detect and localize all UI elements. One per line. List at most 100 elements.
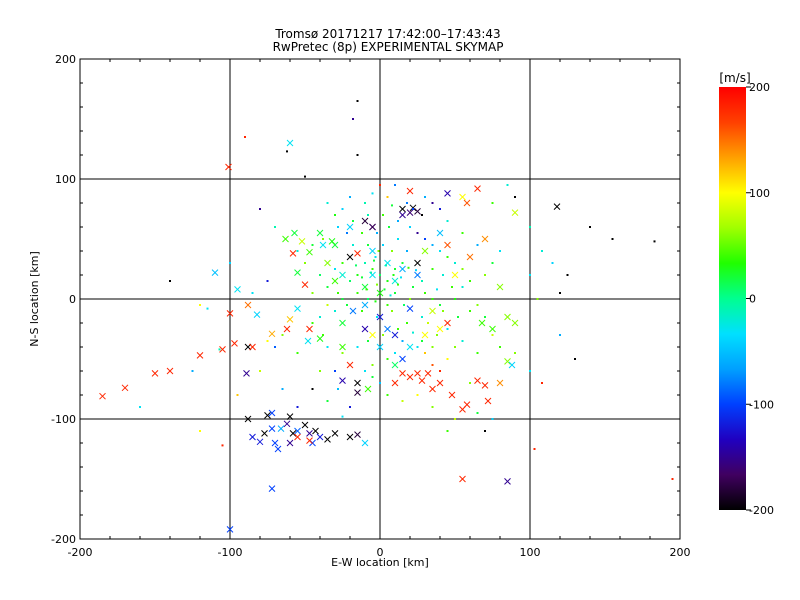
data-point-dot [389, 294, 392, 297]
data-point-x [324, 436, 331, 443]
data-point-dot [406, 250, 408, 252]
data-point-x [268, 425, 276, 432]
x-tick-label: -200 [68, 546, 93, 559]
data-point-dot [491, 202, 494, 204]
data-point-x [376, 289, 384, 297]
data-point-dot [319, 316, 321, 318]
data-point-x [306, 430, 313, 437]
data-point-dot [218, 348, 221, 351]
data-point-dot [355, 264, 357, 267]
data-point-dot [574, 358, 576, 360]
y-tick-label: 0 [69, 293, 76, 306]
data-point-x [289, 430, 297, 437]
data-point-dot [367, 340, 369, 342]
data-point-x [291, 229, 298, 237]
data-point-x [384, 325, 391, 333]
data-point-x [283, 420, 291, 428]
data-point-dot [409, 226, 411, 228]
data-point-dot [421, 214, 423, 216]
data-point-x [277, 425, 285, 432]
data-point-dot [346, 304, 348, 306]
data-point-x [166, 367, 174, 375]
data-point-dot [341, 298, 344, 300]
data-point-dot [373, 259, 375, 262]
data-point-x [444, 319, 451, 327]
data-point-dot [431, 244, 434, 246]
data-point-dot [349, 196, 351, 198]
data-point-dot [281, 388, 284, 390]
data-point-dot [376, 232, 378, 234]
data-point-x [244, 301, 252, 309]
data-point-dot [259, 370, 261, 372]
data-point-dot [311, 388, 314, 390]
data-point-x [474, 185, 481, 192]
data-point-x [226, 526, 234, 533]
data-point-dot [551, 262, 554, 264]
data-point-dot [191, 370, 194, 372]
data-point-dot [403, 304, 405, 306]
data-point-dot [374, 300, 377, 303]
data-point-dot [266, 280, 269, 282]
data-point-dot [326, 202, 329, 204]
data-point-dot [169, 280, 171, 282]
data-point-dot [454, 346, 456, 348]
data-point-x [226, 310, 234, 317]
data-point-x [489, 325, 496, 333]
data-point-x [354, 389, 361, 396]
data-point-dot [514, 196, 516, 198]
data-point-x [504, 358, 511, 365]
data-point-x [283, 325, 291, 333]
data-point-dot [491, 334, 494, 336]
data-point-dot [412, 286, 414, 288]
data-point-dot [457, 316, 459, 318]
data-point-dot [337, 226, 339, 228]
data-point-dot [499, 250, 501, 252]
data-point-x [121, 384, 129, 392]
data-point-dot [446, 430, 449, 432]
chart-title-line1: Tromsø 20171217 17:42:00–17:43:43 [274, 27, 500, 41]
data-point-x [346, 361, 354, 369]
data-point-dot [415, 269, 417, 272]
data-point-dot [431, 406, 434, 408]
data-point-dot [386, 394, 389, 396]
data-point-x [264, 412, 271, 419]
data-point-dot [671, 478, 674, 480]
data-point-dot [326, 304, 329, 306]
data-point-dot [274, 226, 276, 228]
data-point-dot [439, 370, 441, 372]
data-point-dot [416, 394, 419, 396]
data-point-x [369, 223, 376, 231]
data-point-dot [379, 382, 381, 384]
colorbar-tick-label: 200 [749, 81, 770, 94]
data-point-dot [406, 202, 408, 204]
y-tick-label: 200 [55, 53, 76, 66]
data-point-x [243, 370, 250, 377]
data-point-dot [424, 196, 426, 198]
data-point-dot [326, 346, 329, 348]
data-point-x [508, 361, 516, 369]
data-point-x [406, 305, 414, 312]
data-point-dot [421, 340, 423, 342]
data-point-dot [407, 266, 410, 269]
data-point-dot [326, 400, 329, 402]
data-point-dot [436, 334, 438, 336]
data-point-dot [461, 232, 464, 234]
data-point-x [282, 235, 289, 243]
data-point-dot [406, 322, 408, 324]
data-point-x [339, 271, 346, 279]
data-point-x [481, 382, 489, 389]
data-point-dot [304, 175, 306, 178]
data-point-dot [334, 214, 336, 216]
data-point-x [286, 139, 294, 147]
grid-lines [80, 59, 680, 539]
data-point-x [234, 286, 241, 293]
data-point-x [414, 370, 421, 377]
data-point-dot [326, 286, 329, 288]
data-point-dot [364, 262, 366, 264]
data-point-x [298, 238, 306, 245]
data-point-x [196, 352, 204, 359]
data-point-x [319, 241, 327, 249]
data-point-x [354, 431, 361, 438]
data-point-x [354, 379, 361, 387]
data-point-dot [356, 274, 359, 276]
